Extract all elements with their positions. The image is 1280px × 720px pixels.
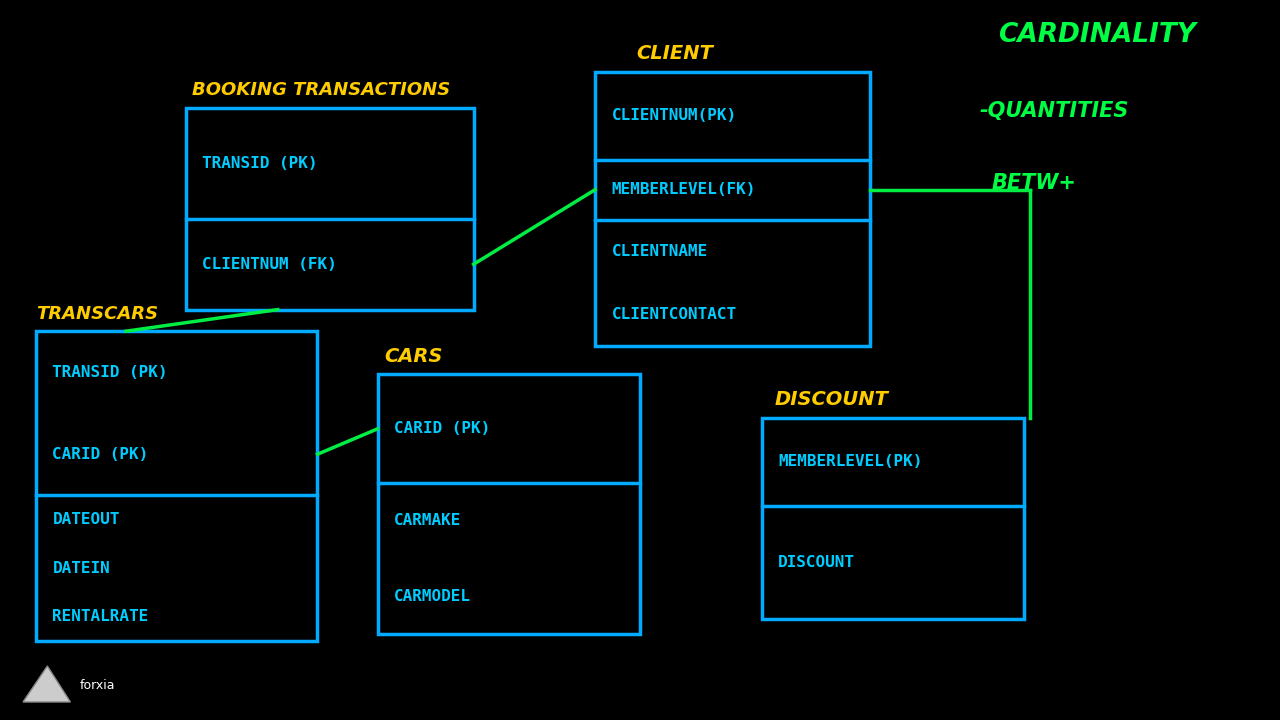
Text: DATEOUT: DATEOUT	[52, 512, 120, 527]
Bar	[378, 374, 640, 634]
Text: CLIENTCONTACT: CLIENTCONTACT	[612, 307, 737, 322]
Text: CARMODEL: CARMODEL	[394, 588, 471, 603]
Text: CLIENTNAME: CLIENTNAME	[612, 243, 708, 258]
Text: TRANSID (PK): TRANSID (PK)	[52, 365, 168, 379]
Text: CARDINALITY: CARDINALITY	[998, 22, 1197, 48]
Text: CARMAKE: CARMAKE	[394, 513, 462, 528]
Text: TRANSCARS: TRANSCARS	[36, 305, 157, 323]
Text: CARID (PK): CARID (PK)	[52, 447, 148, 462]
Text: DISCOUNT: DISCOUNT	[774, 390, 888, 409]
Text: CLIENTNUM (FK): CLIENTNUM (FK)	[202, 257, 337, 271]
Text: CLIENTNUM(PK): CLIENTNUM(PK)	[612, 108, 737, 123]
Bar	[762, 418, 1024, 619]
Text: DATEIN: DATEIN	[52, 561, 110, 575]
Text: -QUANTITIES: -QUANTITIES	[979, 101, 1129, 121]
Text: DISCOUNT: DISCOUNT	[778, 555, 855, 570]
Bar	[36, 331, 317, 641]
Text: MEMBERLEVEL(FK): MEMBERLEVEL(FK)	[612, 182, 756, 197]
Text: forxia: forxia	[79, 679, 115, 692]
Bar	[595, 72, 870, 346]
Text: TRANSID (PK): TRANSID (PK)	[202, 156, 317, 171]
Polygon shape	[23, 666, 70, 702]
Text: RENTALRATE: RENTALRATE	[52, 609, 148, 624]
Text: CARS: CARS	[384, 347, 443, 366]
Text: CARID (PK): CARID (PK)	[394, 421, 490, 436]
Bar	[186, 108, 474, 310]
Text: BETW+: BETW+	[992, 173, 1076, 193]
Text: MEMBERLEVEL(PK): MEMBERLEVEL(PK)	[778, 454, 923, 469]
Text: BOOKING TRANSACTIONS: BOOKING TRANSACTIONS	[192, 81, 451, 99]
Text: CLIENT: CLIENT	[636, 45, 713, 63]
